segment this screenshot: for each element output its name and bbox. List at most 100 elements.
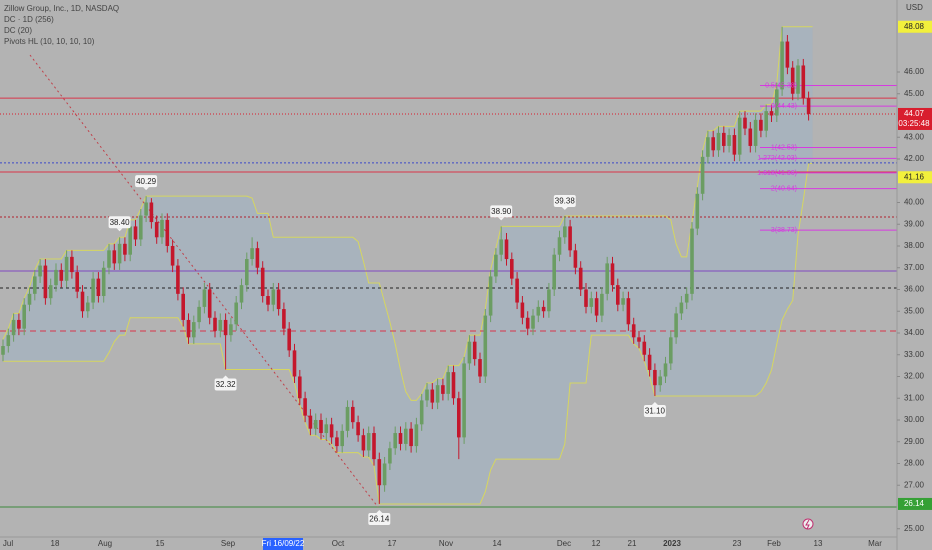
candle-body [139,215,143,240]
candle-body [176,265,180,294]
candle-body [425,389,429,401]
candle-body [785,41,790,68]
candle-body [748,128,753,146]
candle-body [653,369,657,386]
candle-body [621,298,625,305]
indicator-label: DC (20) [4,26,32,35]
candle-body [663,363,668,377]
candle-body [499,239,503,255]
pivot-label: 26.14 [369,515,390,524]
indicator-label: Pivots HL (10, 10, 10, 10) [4,37,95,46]
candle-body [59,269,64,281]
candle-body [255,248,260,268]
event-icon[interactable] [802,518,814,530]
candle-body [616,285,620,305]
price-label: 41.16 [904,172,925,181]
channel-upper [2,26,813,401]
x-tick-label: 15 [156,539,165,548]
axes-layer: 25.00 27.00 28.00 29.00 30.00 31.00 32.00 33.00… [3,20,932,550]
candle-body [515,278,519,303]
price-label: 48.08 [904,22,925,31]
labels-layer: -0.5(45.38) 0(44.43) 1(42.53) 1.272(42.03) 1… [108,82,797,525]
x-tick-label: 17 [388,539,397,548]
pivot-pointer [651,402,658,406]
candle-body [642,341,647,355]
candle-body [467,341,472,364]
candle-body [197,306,201,323]
candles-layer [1,26,811,504]
candle-body [202,289,207,307]
candle-body [308,415,313,429]
candle-body [626,298,631,325]
pivot-label: 38.40 [110,218,131,227]
y-tick-label: 25.00 [904,524,925,533]
candle-body [38,265,42,277]
fib-label: 1.272(42.03) [757,155,797,162]
candle-body [552,254,556,290]
levels-layer [0,84,897,508]
candle-body [796,65,800,94]
candle-body [711,137,715,151]
candle-body [573,250,578,268]
candle-body [674,313,678,338]
indicator-label: DC · 1D (256) [4,15,54,24]
pivot-label: 40.29 [136,177,157,186]
x-tick-label: 12 [592,539,601,548]
y-tick-label: 31.00 [904,393,925,402]
candle-body [520,302,525,318]
x-tick-label: Jul [3,539,13,548]
candle-body [700,156,705,194]
pivot-box [214,378,237,391]
y-tick-label: 29.00 [904,437,925,446]
candle-body [531,315,535,329]
price-label-box [898,171,932,184]
candle-body [75,272,79,292]
y-tick-label: 43.00 [904,132,925,141]
candle-body [80,291,85,312]
candle-body [790,67,795,94]
x-tick-label: Mar [868,539,882,548]
pivot-label: 32.32 [216,380,237,389]
event-icon-glyph [805,519,810,530]
candle-body [441,385,445,394]
candle-body [637,337,641,342]
y-tick-label: 28.00 [904,459,925,468]
candle-body [478,359,482,377]
candle-body [361,435,366,451]
y-tick-label: 33.00 [904,350,925,359]
candle-body [48,285,53,299]
candle-body [647,354,652,370]
y-tick-label: 42.00 [904,154,925,163]
candle-body [234,302,238,325]
candle-body [541,306,546,312]
candle-body [112,250,117,264]
candle-body [631,324,636,338]
candle-body [128,226,132,255]
candle-body [753,119,758,146]
pivot-box [135,175,158,188]
channel-fill [3,26,813,504]
candle-body [11,319,16,336]
y-tick-label: 30.00 [904,415,925,424]
x-tick-label: Sep [221,539,236,548]
pivot-box [643,405,666,418]
candle-body [144,202,148,216]
candle-body [610,263,615,286]
y-tick-label: 34.00 [904,328,925,337]
candle-body [743,117,747,129]
candle-body [578,267,583,290]
pivot-pointer [222,375,229,379]
candle-body [123,243,127,255]
candle-body [324,424,329,434]
candle-body [218,319,223,331]
candle-body [727,135,731,146]
candle-body [547,289,551,312]
candle-body [298,376,302,399]
candle-body [313,419,318,429]
candle-body [414,424,419,447]
candle-body [732,135,737,155]
candle-body [388,448,392,464]
fib-label: 2(40.64) [771,185,797,192]
fib-label: 0(44.43) [771,103,797,110]
